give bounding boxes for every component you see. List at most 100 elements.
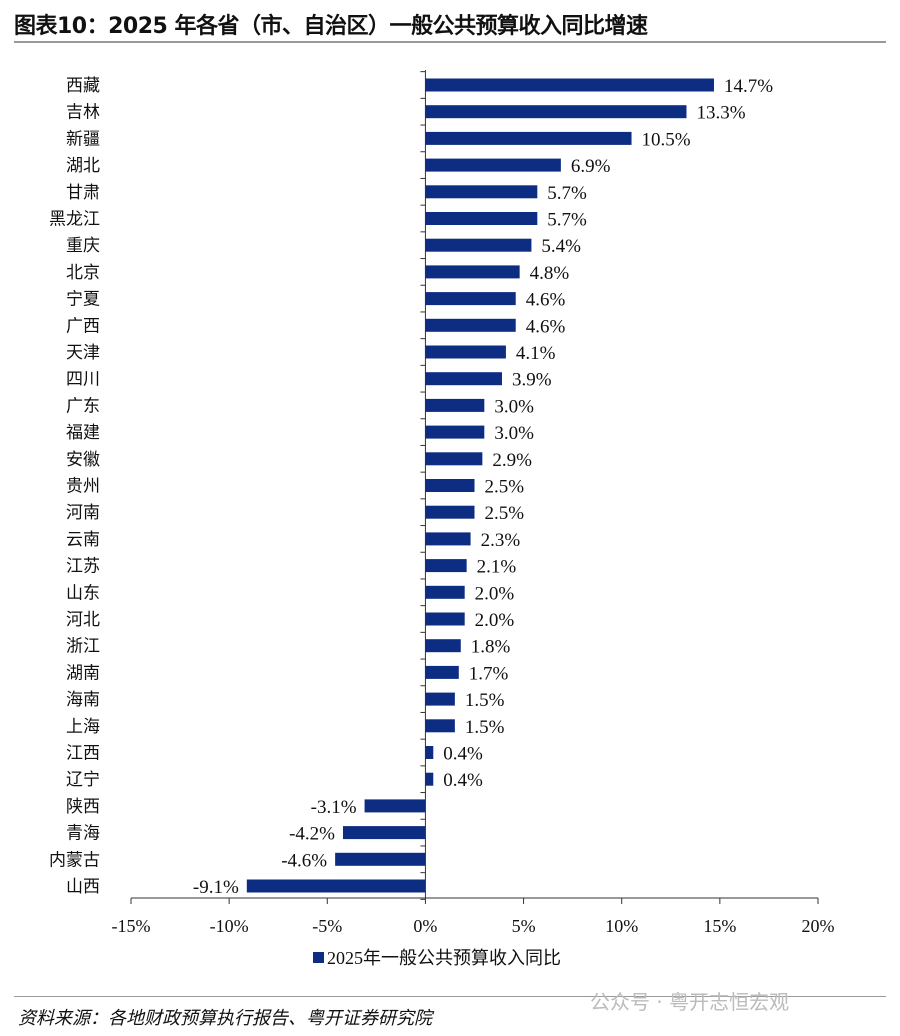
bar (425, 265, 520, 279)
bar (425, 585, 465, 599)
data-label: 2.1% (477, 557, 517, 578)
category-label: 吉林 (66, 103, 100, 123)
category-label: 贵州 (66, 477, 100, 497)
x-tick-label: -10% (210, 916, 249, 936)
category-label: 重庆 (66, 236, 100, 256)
bar (425, 131, 632, 145)
bar (425, 185, 538, 199)
data-label: 1.5% (465, 690, 505, 711)
bar (425, 452, 483, 466)
bar-chart: -15% -10% -5% 0% 5% 10% 15% 20% 西藏 14.7% 吉林 13.3% 新疆… (49, 70, 835, 936)
data-label: 2.5% (485, 503, 525, 524)
bar (425, 372, 502, 386)
category-label: 新疆 (66, 129, 100, 149)
category-label: 海南 (66, 690, 100, 710)
category-label: 河南 (66, 503, 100, 523)
data-label: -4.6% (281, 850, 327, 871)
category-label: 广西 (66, 316, 100, 336)
category-label: 江苏 (66, 557, 100, 577)
x-tick-label: 15% (703, 916, 736, 936)
data-label: 4.6% (526, 290, 566, 311)
data-label: 0.4% (443, 770, 483, 791)
category-label: 云南 (66, 530, 100, 550)
data-label: -3.1% (311, 797, 357, 818)
watermark: 公众号 · 粤开志恒宏观 (590, 990, 790, 1014)
bar (425, 212, 538, 225)
category-label: 浙江 (66, 637, 100, 657)
bar (425, 105, 687, 119)
data-label: 2.3% (481, 530, 521, 551)
category-label: 湖北 (66, 156, 100, 176)
category-label: 山西 (66, 877, 100, 897)
bar (425, 398, 485, 412)
bar (425, 639, 461, 653)
legend-label: 2025年一般公共预算收入同比 (327, 948, 561, 968)
data-label: 2.5% (485, 477, 525, 498)
data-label: 5.7% (547, 183, 587, 204)
category-label: 安徽 (66, 450, 100, 470)
data-label: 5.7% (547, 210, 587, 231)
bar (425, 772, 434, 786)
data-label: -9.1% (193, 877, 239, 898)
data-label: 2.9% (492, 450, 532, 471)
bar (335, 852, 426, 866)
category-label: 北京 (66, 263, 100, 283)
category-label: 青海 (66, 824, 100, 844)
title-divider (14, 41, 886, 43)
bar (425, 612, 465, 626)
bar (425, 345, 506, 359)
x-tick-label: 0% (413, 916, 437, 936)
bar (425, 238, 532, 252)
category-label: 河北 (66, 610, 100, 630)
data-label: 1.8% (471, 637, 511, 658)
data-label: 5.4% (541, 236, 581, 257)
bar (425, 425, 485, 439)
bar (425, 505, 475, 519)
data-label: 1.5% (465, 717, 505, 738)
x-tick-label: -5% (312, 916, 342, 936)
data-label: 13.3% (696, 103, 745, 124)
bar (425, 318, 516, 332)
bar (425, 719, 455, 733)
data-label: 4.6% (526, 316, 566, 337)
chart-title: 图表10：2025 年各省（市、自治区）一般公共预算收入同比增速 (14, 14, 648, 39)
data-label: 4.8% (530, 263, 570, 284)
category-label: 西藏 (66, 76, 100, 96)
data-label: 3.0% (494, 423, 534, 444)
category-label: 宁夏 (66, 290, 100, 310)
x-tick-label: 10% (605, 916, 638, 936)
bar (425, 746, 434, 759)
category-label: 山东 (66, 583, 100, 603)
bar (425, 665, 459, 679)
bar (425, 78, 714, 92)
bar (425, 559, 467, 573)
category-label: 湖南 (66, 663, 100, 683)
category-label: 福建 (66, 423, 100, 443)
category-label: 内蒙古 (49, 850, 100, 870)
category-label: 广东 (66, 396, 100, 416)
x-tick-label: -15% (112, 916, 151, 936)
bar (425, 158, 561, 172)
data-label: -4.2% (289, 824, 335, 845)
category-label: 上海 (66, 717, 100, 737)
x-tick-label: 20% (802, 916, 835, 936)
category-label: 辽宁 (66, 770, 100, 790)
data-label: 2.0% (475, 583, 515, 604)
bar (425, 479, 475, 492)
category-label: 甘肃 (66, 183, 100, 203)
data-label: 14.7% (724, 76, 773, 97)
category-label: 黑龙江 (49, 210, 100, 230)
x-tick-label: 5% (512, 916, 536, 936)
data-label: 2.0% (475, 610, 515, 631)
data-label: 4.1% (516, 343, 556, 364)
bar (425, 692, 455, 706)
bar (342, 826, 426, 840)
data-label: 6.9% (571, 156, 611, 177)
legend-swatch (313, 951, 324, 963)
bar (425, 532, 471, 546)
category-label: 陕西 (66, 797, 100, 817)
data-label: 3.9% (512, 370, 552, 391)
data-label: 3.0% (494, 396, 534, 417)
legend: 2025年一般公共预算收入同比 (313, 944, 561, 970)
